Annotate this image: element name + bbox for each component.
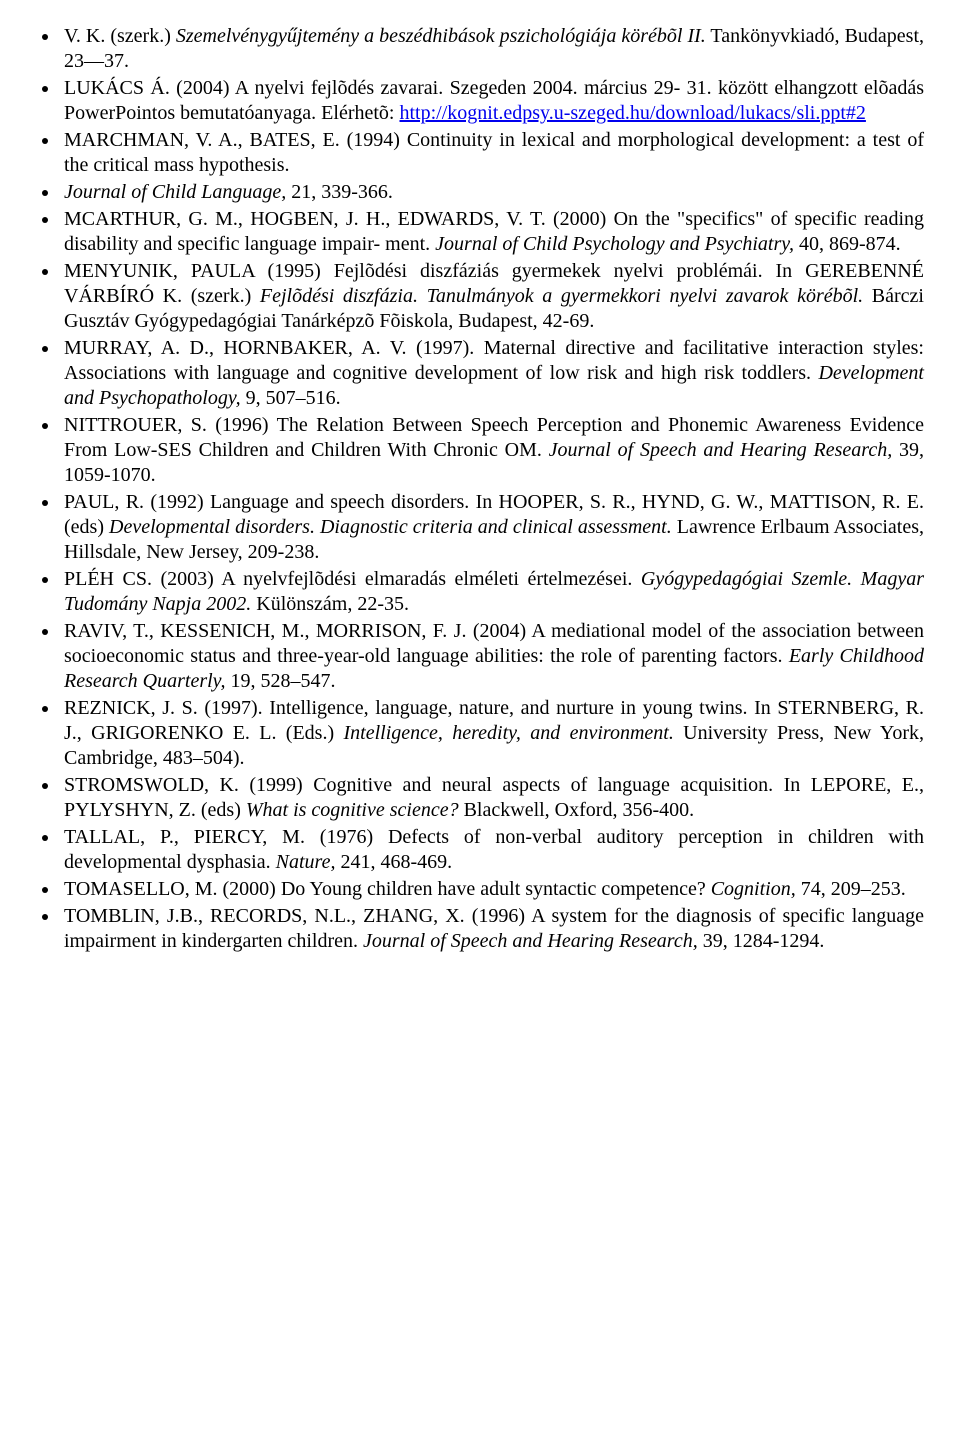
reference-text: TOMASELLO, M. (2000) Do Young children h… xyxy=(64,878,711,900)
reference-item: MENYUNIK, PAULA (1995) Fejlõdési diszfáz… xyxy=(60,259,924,334)
reference-item: Journal of Child Language, 21, 339-366. xyxy=(60,180,924,205)
reference-item: MURRAY, A. D., HORNBAKER, A. V. (1997). … xyxy=(60,336,924,411)
reference-item: TOMBLIN, J.B., RECORDS, N.L., ZHANG, X. … xyxy=(60,904,924,954)
reference-text: 21, 339-366. xyxy=(286,181,393,203)
reference-text: MURRAY, A. D., HORNBAKER, A. V. (1997). … xyxy=(64,337,924,384)
reference-text: Intelligence, heredity, and environment. xyxy=(343,722,673,744)
reference-item: MCARTHUR, G. M., HOGBEN, J. H., EDWARDS,… xyxy=(60,207,924,257)
reference-item: REZNICK, J. S. (1997). Intelligence, lan… xyxy=(60,696,924,771)
reference-item: RAVIV, T., KESSENICH, M., MORRISON, F. J… xyxy=(60,619,924,694)
reference-text: 19, 528–547. xyxy=(225,670,335,692)
reference-text: TALLAL, P., PIERCY, M. (1976) Defects of… xyxy=(64,826,924,873)
reference-text: Nature, xyxy=(276,851,336,873)
reference-list: V. K. (szerk.) Szemelvénygyűjtemény a be… xyxy=(36,24,924,954)
reference-item: NITTROUER, S. (1996) The Relation Betwee… xyxy=(60,413,924,488)
reference-text: Szemelvénygyűjtemény a beszédhibások psz… xyxy=(176,25,706,47)
reference-text: 9, 507–516. xyxy=(241,387,341,409)
reference-item: V. K. (szerk.) Szemelvénygyűjtemény a be… xyxy=(60,24,924,74)
reference-text: Developmental disorders. Diagnostic crit… xyxy=(109,516,672,538)
reference-text: What is cognitive science? xyxy=(246,799,459,821)
reference-item: STROMSWOLD, K. (1999) Cognitive and neur… xyxy=(60,773,924,823)
reference-text: 40, 869-874. xyxy=(794,233,901,255)
reference-text: Journal of Speech and Hearing Research, xyxy=(549,439,893,461)
reference-text: Fejlõdési diszfázia. Tanulmányok a gyerm… xyxy=(260,285,863,307)
reference-text: V. K. (szerk.) xyxy=(64,25,176,47)
reference-item: MARCHMAN, V. A., BATES, E. (1994) Contin… xyxy=(60,128,924,178)
reference-text: Journal of Speech and Hearing Research, xyxy=(363,930,698,952)
reference-item: PLÉH CS. (2003) A nyelvfejlõdési elmarad… xyxy=(60,567,924,617)
reference-text: 241, 468-469. xyxy=(335,851,452,873)
reference-text: Journal of Child Psychology and Psychiat… xyxy=(435,233,794,255)
reference-text: Blackwell, Oxford, 356-400. xyxy=(459,799,695,821)
reference-text: MARCHMAN, V. A., BATES, E. (1994) Contin… xyxy=(64,129,924,176)
reference-item: PAUL, R. (1992) Language and speech diso… xyxy=(60,490,924,565)
reference-text: 39, 1284-1294. xyxy=(698,930,825,952)
reference-item: TOMASELLO, M. (2000) Do Young children h… xyxy=(60,877,924,902)
reference-text: Cognition, xyxy=(711,878,796,900)
reference-text: 74, 209–253. xyxy=(796,878,906,900)
reference-link[interactable]: http://kognit.edpsy.u-szeged.hu/download… xyxy=(399,102,865,124)
reference-text: Különszám, 22-35. xyxy=(251,593,409,615)
reference-text: Journal of Child Language, xyxy=(64,181,286,203)
reference-text: PLÉH CS. (2003) A nyelvfejlõdési elmarad… xyxy=(64,568,641,590)
reference-item: LUKÁCS Á. (2004) A nyelvi fejlõdés zavar… xyxy=(60,76,924,126)
reference-item: TALLAL, P., PIERCY, M. (1976) Defects of… xyxy=(60,825,924,875)
